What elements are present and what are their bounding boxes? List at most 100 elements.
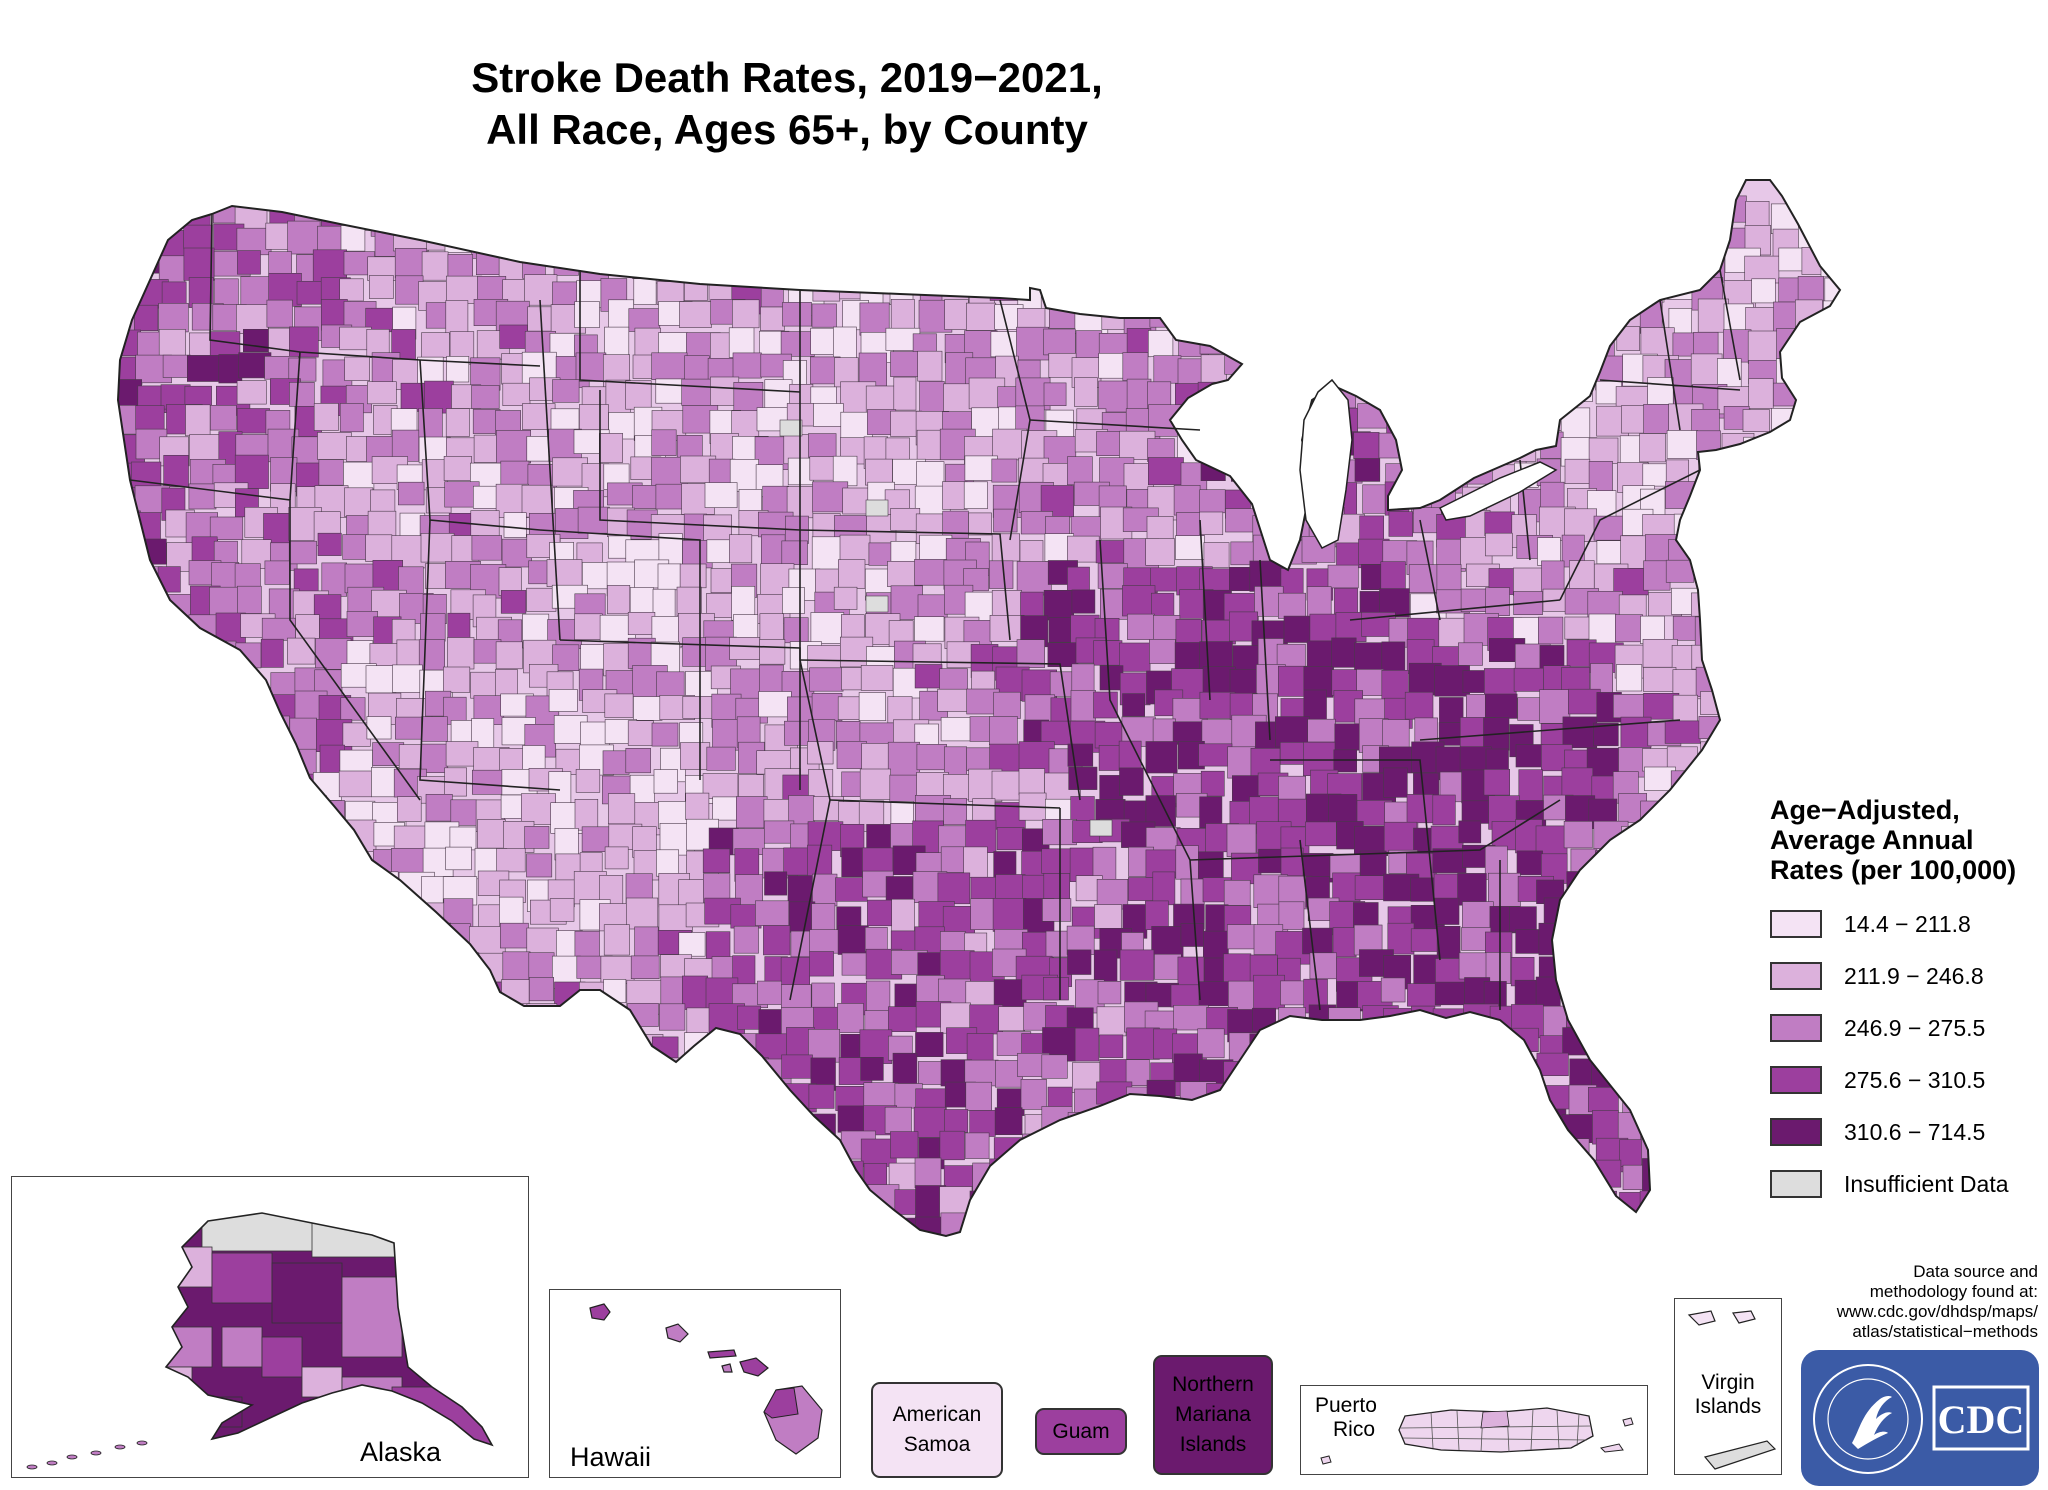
county-patch <box>1644 927 1680 960</box>
county-patch <box>1718 1166 1753 1194</box>
county-patch <box>1743 740 1766 770</box>
county-patch <box>914 664 943 689</box>
state-border-line <box>289 351 301 501</box>
county-patch <box>1197 222 1232 257</box>
county-patch <box>1171 248 1206 274</box>
alaska-inset: Alaska <box>11 1176 529 1478</box>
county-patch <box>239 902 264 938</box>
county-patch <box>1821 768 1840 794</box>
county-patch <box>1772 566 1799 592</box>
county-patch <box>214 1111 239 1136</box>
county-patch <box>130 588 157 613</box>
county-patch <box>1564 898 1599 923</box>
county-patch <box>1642 1010 1668 1045</box>
county-patch <box>1460 1164 1487 1193</box>
county-patch <box>1123 275 1154 310</box>
county-patch <box>498 1083 535 1110</box>
county-patch <box>736 1187 761 1214</box>
county-patch <box>1751 1215 1783 1236</box>
county-patch <box>964 591 993 622</box>
county-patch <box>1022 874 1046 901</box>
county-patch <box>1743 848 1773 874</box>
county-patch <box>1621 405 1647 434</box>
county-patch <box>629 1218 654 1236</box>
county-patch <box>268 251 292 277</box>
source-line-4: atlas/statistical−methods <box>1852 1322 2038 1341</box>
county-patch <box>604 693 634 718</box>
county-patch <box>1510 229 1542 261</box>
contiguous-us <box>116 179 1842 1238</box>
county-patch <box>183 692 213 720</box>
county-patch <box>138 766 169 795</box>
county-patch <box>546 1057 576 1089</box>
county-patch <box>911 195 946 220</box>
county-patch <box>1700 876 1734 901</box>
county-patch <box>1434 1027 1463 1056</box>
county-patch <box>1613 1214 1645 1236</box>
aleutian-island <box>26 1464 38 1470</box>
county-patch <box>1750 458 1782 487</box>
county-patch <box>313 901 350 928</box>
county-patch <box>445 846 472 871</box>
county-patch <box>1049 301 1077 329</box>
county-patch <box>919 381 945 412</box>
county-patch <box>553 1085 578 1113</box>
county-patch <box>217 823 249 848</box>
county-patch <box>118 560 139 587</box>
county-patch <box>526 1029 559 1057</box>
county-patch <box>317 432 352 460</box>
county-patch <box>159 898 196 932</box>
county-patch <box>1102 1161 1135 1193</box>
county-patch <box>1228 277 1255 302</box>
county-patch <box>1203 306 1237 330</box>
county-patch <box>1461 1184 1498 1213</box>
county-patch <box>1224 229 1252 253</box>
county-patch <box>1827 620 1840 651</box>
county-patch <box>240 276 271 310</box>
county-patch <box>1015 224 1039 252</box>
alaska-borough-patch <box>271 1262 343 1324</box>
state-border-line <box>789 290 831 1001</box>
county-patch <box>1725 695 1760 722</box>
county-patch <box>1568 252 1597 282</box>
county-patch <box>314 1033 349 1059</box>
county-patch <box>1022 1133 1053 1162</box>
county-patch <box>1173 1053 1203 1083</box>
county-patch <box>1177 220 1214 254</box>
county-patch <box>760 306 785 332</box>
county-patch <box>417 922 452 947</box>
legend-swatch <box>1770 1066 1822 1094</box>
county-patch <box>577 1216 603 1236</box>
county-patch <box>1359 278 1392 314</box>
county-patch <box>1227 924 1256 950</box>
county-patch <box>1668 794 1704 820</box>
state-borders <box>129 213 1741 1011</box>
county-patch <box>1774 1214 1798 1236</box>
county-patch <box>132 667 157 703</box>
county-patch <box>291 1084 318 1119</box>
county-patch <box>1329 1134 1356 1158</box>
county-patch <box>317 532 342 556</box>
legend-swatch <box>1770 1170 1822 1198</box>
county-patch <box>685 226 717 259</box>
county-patch <box>1748 378 1774 409</box>
county-patch <box>1696 1136 1729 1171</box>
county-patch <box>338 849 364 879</box>
county-patch <box>212 1027 240 1062</box>
county-patch <box>728 225 762 249</box>
county-patch <box>1798 588 1835 620</box>
county-patch <box>319 974 356 1005</box>
county-patch <box>989 716 1018 746</box>
county-patch <box>365 956 402 987</box>
county-patch <box>1639 201 1666 236</box>
county-patch <box>1203 542 1230 568</box>
county-patch <box>1177 1212 1214 1236</box>
county-patch <box>1593 229 1626 260</box>
county-patch <box>318 1007 347 1033</box>
county-patch <box>1695 203 1726 231</box>
county-patch <box>140 1034 172 1068</box>
county-patch <box>1794 717 1825 744</box>
county-patch <box>1327 564 1359 589</box>
county-patch <box>267 1059 302 1088</box>
county-patch <box>1385 307 1415 335</box>
